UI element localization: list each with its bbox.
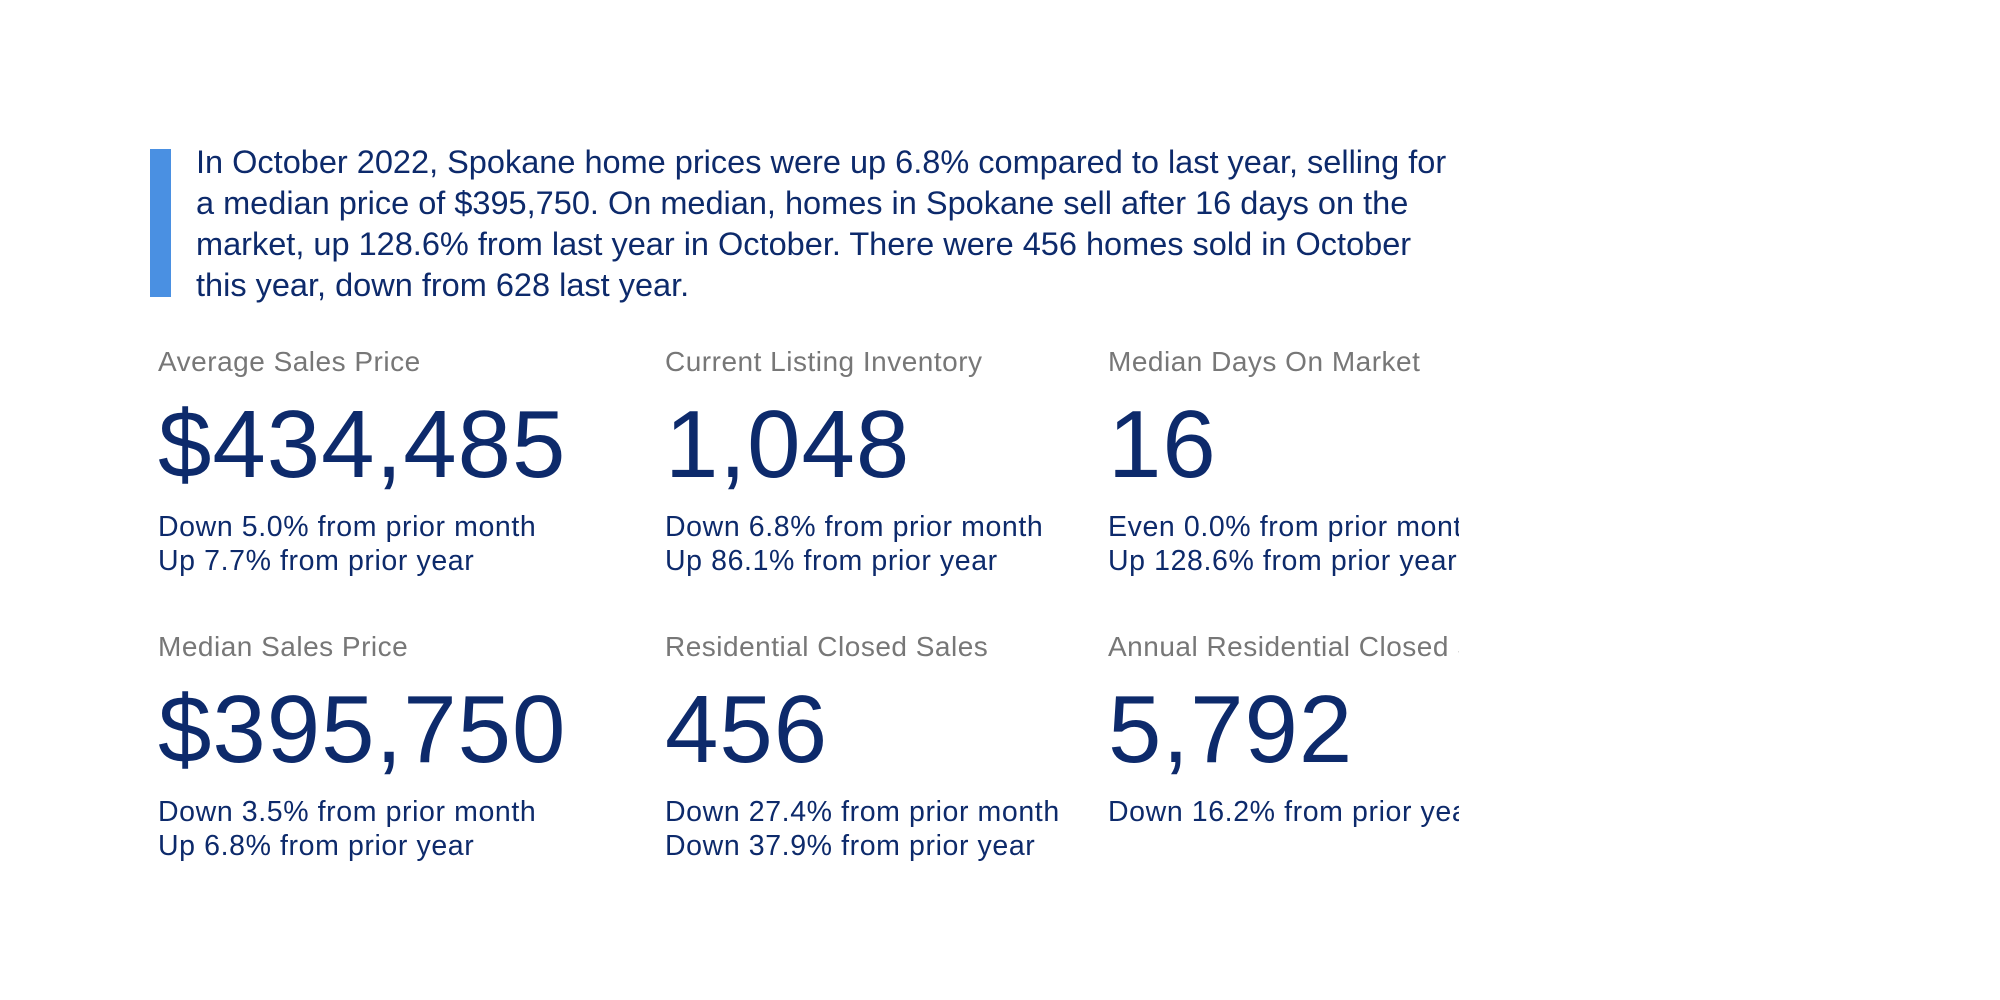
stat-change: Down 16.2% from prior year <box>1108 796 1459 828</box>
accent-bar <box>150 149 171 297</box>
stat-changes: Down 16.2% from prior year <box>1108 795 1459 829</box>
stat-value: 1,048 <box>665 391 911 498</box>
stat-change: Up 6.8% from prior year <box>158 830 475 862</box>
stat-card: Current Listing Inventory 1,048 Down 6.8% … <box>665 344 1105 578</box>
stat-change: Up 86.1% from prior year <box>665 545 998 577</box>
stat-card: Median Sales Price $395,750 Down 3.5% from… <box>158 629 658 863</box>
stat-value: 16 <box>1108 391 1217 498</box>
stat-changes: Down 5.0% from prior month Up 7.7% from p… <box>158 510 658 578</box>
stat-change: Down 5.0% from prior month <box>158 511 537 543</box>
stat-card: Annual Residential Closed Sales 5,792 Down… <box>1108 629 1459 829</box>
stat-change: Down 27.4% from prior month <box>665 796 1060 828</box>
stat-changes: Even 0.0% from prior month Up 128.6% from… <box>1108 510 1459 578</box>
stat-card: Average Sales Price $434,485 Down 5.0% fro… <box>158 344 658 578</box>
stat-value: $395,750 <box>158 676 567 783</box>
stat-changes: Down 3.5% from prior month Up 6.8% from p… <box>158 795 658 863</box>
stat-label: Residential Closed Sales <box>665 631 989 662</box>
stat-label: Median Days On Market <box>1108 346 1421 377</box>
stat-card: Residential Closed Sales 456 Down 27.4% fr… <box>665 629 1105 863</box>
stat-label: Current Listing Inventory <box>665 346 983 377</box>
stat-label: Median Sales Price <box>158 631 409 662</box>
stat-changes: Down 6.8% from prior month Up 86.1% from … <box>665 510 1105 578</box>
summary: In October 2022, Spokane home prices wer… <box>196 144 1447 303</box>
stat-change: Down 6.8% from prior month <box>665 511 1044 543</box>
stat-card: Median Days On Market 16 Even 0.0% from pr… <box>1108 344 1459 578</box>
stat-value: 456 <box>665 676 829 783</box>
stat-value: $434,485 <box>158 391 567 498</box>
stat-changes: Down 27.4% from prior month Down 37.9% fr… <box>665 795 1105 863</box>
stat-label: Annual Residential Closed Sales <box>1108 631 1459 662</box>
stat-change: Down 37.9% from prior year <box>665 830 1036 862</box>
stat-change: Down 3.5% from prior month <box>158 796 537 828</box>
stat-value: 5,792 <box>1108 676 1354 783</box>
stat-label: Average Sales Price <box>158 346 421 377</box>
stat-change: Up 7.7% from prior year <box>158 545 475 577</box>
stat-change: Even 0.0% from prior month <box>1108 511 1459 543</box>
stat-change: Up 128.6% from prior year <box>1108 545 1458 577</box>
